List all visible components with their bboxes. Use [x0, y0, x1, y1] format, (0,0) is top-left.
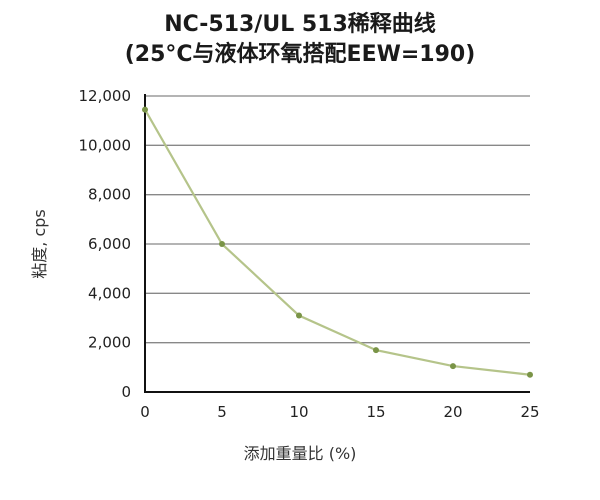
x-tick-label: 15 [366, 403, 385, 421]
y-tick-label: 4,000 [88, 284, 131, 302]
y-tick-label: 0 [121, 383, 131, 401]
data-point [450, 363, 456, 370]
x-tick-label: 20 [443, 403, 462, 421]
y-axis-label: 粘度, cps [30, 209, 49, 279]
chart-title-line2: (25°C与液体环氧搭配EEW=190) [124, 42, 476, 67]
x-axis-label: 添加重量比 (%) [243, 444, 357, 463]
x-tick-label: 25 [520, 403, 539, 421]
data-point [142, 106, 148, 113]
data-point [527, 371, 533, 378]
data-point [373, 347, 379, 354]
x-tick-label: 0 [140, 403, 150, 421]
y-tick-label: 6,000 [88, 235, 131, 253]
x-tick-label: 5 [217, 403, 227, 421]
chart-title-line1: NC-513/UL 513稀释曲线 [164, 12, 436, 37]
y-tick-label: 8,000 [88, 186, 131, 204]
y-tick-label: 2,000 [88, 334, 131, 352]
data-point [296, 312, 302, 319]
x-tick-label: 10 [289, 403, 308, 421]
data-point [219, 241, 225, 247]
series-line [144, 109, 531, 376]
y-tick-label: 10,000 [79, 136, 132, 154]
y-tick-label: 12,000 [79, 87, 132, 105]
